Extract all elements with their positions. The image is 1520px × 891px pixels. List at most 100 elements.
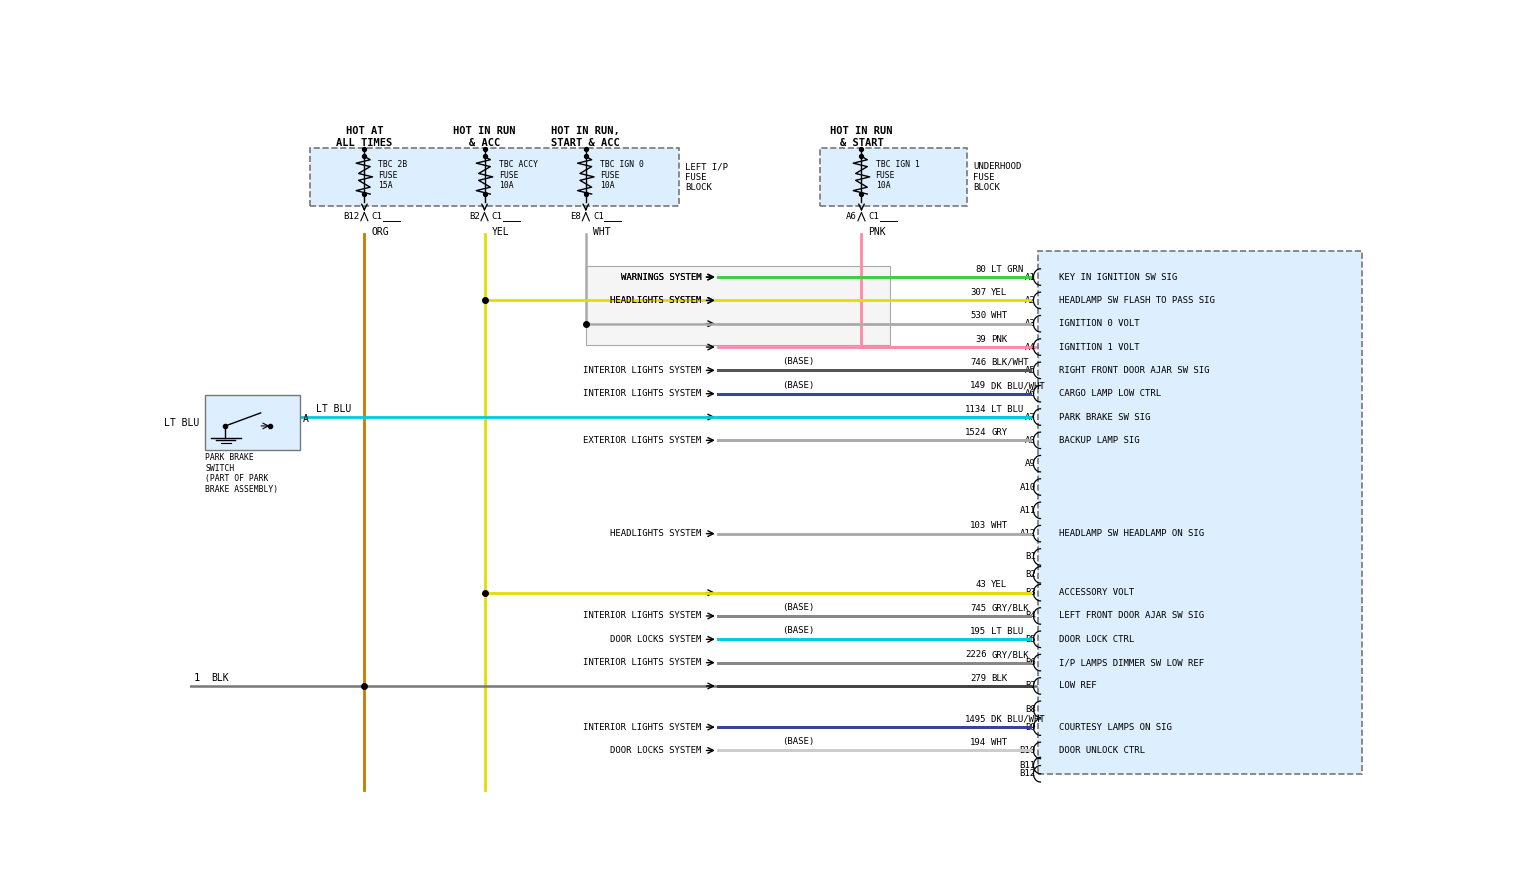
Text: 195: 195: [970, 627, 986, 636]
Text: LT BLU: LT BLU: [991, 627, 1023, 636]
Text: YEL: YEL: [991, 580, 1008, 589]
Text: TBC 2B
FUSE
15A: TBC 2B FUSE 15A: [378, 160, 407, 190]
FancyBboxPatch shape: [205, 395, 299, 450]
Text: COURTESY LAMPS ON SIG: COURTESY LAMPS ON SIG: [1059, 723, 1172, 732]
Text: HOT IN RUN,
START & ACC: HOT IN RUN, START & ACC: [552, 127, 620, 148]
Text: BLK/WHT: BLK/WHT: [991, 358, 1029, 367]
Text: PARK BRAKE
SWITCH
(PART OF PARK
BRAKE ASSEMBLY): PARK BRAKE SWITCH (PART OF PARK BRAKE AS…: [205, 454, 278, 494]
Text: 1134: 1134: [965, 405, 986, 413]
Text: A9: A9: [1024, 459, 1035, 468]
Text: A7: A7: [1024, 413, 1035, 421]
Text: C1: C1: [491, 212, 502, 221]
Text: 2226: 2226: [965, 650, 986, 659]
Text: B2: B2: [470, 212, 480, 221]
Text: (BASE): (BASE): [783, 380, 815, 389]
Text: 149: 149: [970, 381, 986, 390]
Text: A11: A11: [1020, 506, 1035, 515]
Text: DOOR UNLOCK CTRL: DOOR UNLOCK CTRL: [1059, 746, 1146, 755]
Text: B9: B9: [1024, 723, 1035, 732]
Text: HEADLIGHTS SYSTEM: HEADLIGHTS SYSTEM: [610, 529, 701, 538]
Text: TBC IGN 1
FUSE
10A: TBC IGN 1 FUSE 10A: [876, 160, 920, 190]
Text: A8: A8: [1024, 436, 1035, 445]
Text: ORG: ORG: [371, 227, 389, 237]
Text: (BASE): (BASE): [783, 357, 815, 366]
Text: DOOR LOCKS SYSTEM: DOOR LOCKS SYSTEM: [610, 634, 701, 644]
Text: WARNINGS SYSTEM: WARNINGS SYSTEM: [620, 273, 701, 282]
Text: HOT AT
ALL TIMES: HOT AT ALL TIMES: [336, 127, 392, 148]
Text: A1: A1: [1024, 273, 1035, 282]
Text: GRY/BLK: GRY/BLK: [991, 603, 1029, 612]
Text: BLK: BLK: [211, 673, 230, 683]
Text: B6: B6: [1024, 658, 1035, 667]
FancyBboxPatch shape: [1038, 251, 1362, 773]
Text: DOOR LOCKS SYSTEM: DOOR LOCKS SYSTEM: [610, 746, 701, 755]
Text: B8: B8: [1024, 705, 1035, 714]
Text: B1: B1: [1024, 552, 1035, 561]
Text: B7: B7: [1024, 682, 1035, 691]
Text: YEL: YEL: [991, 288, 1008, 297]
Text: HEADLAMP SW FLASH TO PASS SIG: HEADLAMP SW FLASH TO PASS SIG: [1059, 296, 1214, 305]
Text: B5: B5: [1024, 634, 1035, 644]
Text: WHT: WHT: [991, 521, 1008, 530]
Text: (BASE): (BASE): [783, 738, 815, 747]
Text: HEADLIGHTS SYSTEM: HEADLIGHTS SYSTEM: [610, 296, 701, 305]
Text: TBC IGN 0
FUSE
10A: TBC IGN 0 FUSE 10A: [600, 160, 644, 190]
Text: WHT: WHT: [991, 311, 1008, 320]
Text: C1: C1: [593, 212, 603, 221]
Text: B12: B12: [1020, 769, 1035, 778]
Text: KEY IN IGNITION SW SIG: KEY IN IGNITION SW SIG: [1059, 273, 1178, 282]
FancyBboxPatch shape: [585, 266, 889, 345]
Text: 307: 307: [970, 288, 986, 297]
Text: LT BLU: LT BLU: [164, 418, 199, 428]
Text: YEL: YEL: [491, 227, 509, 237]
Text: A6: A6: [847, 212, 857, 221]
Text: B3: B3: [1024, 588, 1035, 597]
Text: WARNINGS SYSTEM: WARNINGS SYSTEM: [620, 273, 701, 282]
Text: A10: A10: [1020, 483, 1035, 492]
FancyBboxPatch shape: [821, 148, 967, 207]
Text: PARK BRAKE SW SIG: PARK BRAKE SW SIG: [1059, 413, 1151, 421]
Text: RIGHT FRONT DOOR AJAR SW SIG: RIGHT FRONT DOOR AJAR SW SIG: [1059, 366, 1210, 375]
Text: EXTERIOR LIGHTS SYSTEM: EXTERIOR LIGHTS SYSTEM: [584, 436, 701, 445]
Text: B2: B2: [1024, 570, 1035, 579]
Text: DK BLU/WHT: DK BLU/WHT: [991, 715, 1044, 723]
Text: LEFT FRONT DOOR AJAR SW SIG: LEFT FRONT DOOR AJAR SW SIG: [1059, 611, 1204, 620]
Text: GRY/BLK: GRY/BLK: [991, 650, 1029, 659]
Text: HEADLAMP SW HEADLAMP ON SIG: HEADLAMP SW HEADLAMP ON SIG: [1059, 529, 1204, 538]
Text: ACCESSORY VOLT: ACCESSORY VOLT: [1059, 588, 1134, 597]
Text: 39: 39: [976, 335, 986, 344]
Text: 530: 530: [970, 311, 986, 320]
Text: WHT: WHT: [991, 738, 1008, 747]
Text: 194: 194: [970, 738, 986, 747]
Text: A4: A4: [1024, 342, 1035, 352]
Text: CARGO LAMP LOW CTRL: CARGO LAMP LOW CTRL: [1059, 389, 1161, 398]
Text: HEADLIGHTS SYSTEM: HEADLIGHTS SYSTEM: [610, 296, 701, 305]
Text: 1495: 1495: [965, 715, 986, 723]
Text: DK BLU/WHT: DK BLU/WHT: [991, 381, 1044, 390]
Text: A12: A12: [1020, 529, 1035, 538]
Text: PNK: PNK: [868, 227, 886, 237]
Text: 103: 103: [970, 521, 986, 530]
Text: (BASE): (BASE): [783, 626, 815, 635]
Text: PNK: PNK: [991, 335, 1008, 344]
Text: BACKUP LAMP SIG: BACKUP LAMP SIG: [1059, 436, 1140, 445]
Text: B11: B11: [1020, 761, 1035, 770]
Text: 279: 279: [970, 674, 986, 683]
Text: 1524: 1524: [965, 428, 986, 437]
Text: B12: B12: [344, 212, 360, 221]
Text: INTERIOR LIGHTS SYSTEM: INTERIOR LIGHTS SYSTEM: [584, 611, 701, 620]
Text: HOT IN RUN
& START: HOT IN RUN & START: [830, 127, 892, 148]
Text: LEFT I/P
FUSE
BLOCK: LEFT I/P FUSE BLOCK: [684, 162, 728, 192]
FancyBboxPatch shape: [310, 148, 679, 207]
Text: INTERIOR LIGHTS SYSTEM: INTERIOR LIGHTS SYSTEM: [584, 389, 701, 398]
Text: 745: 745: [970, 603, 986, 612]
Text: A6: A6: [1024, 389, 1035, 398]
Text: E8: E8: [570, 212, 581, 221]
Text: 1: 1: [193, 673, 199, 683]
Text: HOT IN RUN
& ACC: HOT IN RUN & ACC: [453, 127, 515, 148]
Text: GRY: GRY: [991, 428, 1008, 437]
Text: LOW REF: LOW REF: [1059, 682, 1097, 691]
Text: INTERIOR LIGHTS SYSTEM: INTERIOR LIGHTS SYSTEM: [584, 366, 701, 375]
Text: C1: C1: [371, 212, 382, 221]
Text: WHT: WHT: [593, 227, 611, 237]
